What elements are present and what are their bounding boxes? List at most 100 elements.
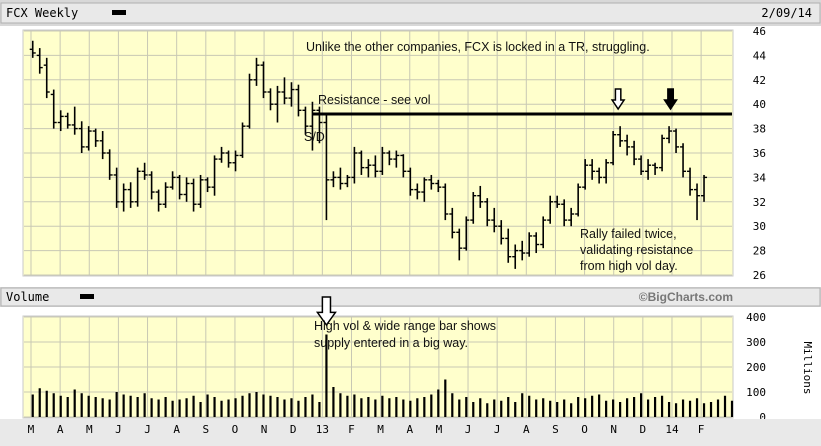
price-y-tick-label: 26 [753, 269, 766, 282]
ohlc-bar [694, 183, 701, 221]
ohlc-bar [232, 150, 239, 172]
ohlc-bar [253, 57, 260, 86]
ohlc-bar [582, 159, 589, 190]
price-y-tick-label: 42 [753, 74, 766, 87]
volume-y-tick-label: 200 [746, 361, 766, 374]
volume-note-line1: High vol & wide range bar shows [314, 319, 496, 333]
ohlc-bar [127, 182, 134, 208]
ohlc-bar [190, 178, 197, 212]
ohlc-bar [239, 122, 246, 158]
ohlc-bar [225, 150, 232, 168]
x-month-label: A [406, 423, 413, 436]
sd-label: S/D [304, 130, 325, 144]
x-month-label: J [465, 423, 472, 436]
ohlc-bar [183, 177, 190, 202]
ohlc-bar [337, 167, 344, 190]
ohlc-bar [435, 179, 442, 193]
x-month-label: N [261, 423, 268, 436]
ohlc-bar [148, 171, 155, 200]
ohlc-bar [134, 167, 141, 207]
x-month-label: A [57, 423, 64, 436]
ohlc-bar [547, 195, 554, 224]
x-month-label: F [348, 423, 355, 436]
ohlc-bar [568, 207, 575, 227]
x-month-label: A [523, 423, 530, 436]
ohlc-bar [344, 174, 351, 188]
ohlc-bar [176, 174, 183, 200]
price-y-tick-label: 32 [753, 196, 766, 209]
price-y-axis: 26 28 30 32 34 36 38 40 42 44 46 [753, 25, 767, 282]
price-y-tick-label: 40 [753, 98, 766, 111]
ohlc-bar [414, 183, 421, 200]
x-month-label: O [232, 423, 239, 436]
volume-gridlines [24, 316, 732, 418]
down-arrow-icon [663, 88, 678, 111]
title-dash-icon [112, 10, 126, 15]
ohlc-bar [92, 128, 99, 147]
ohlc-bar [29, 40, 36, 58]
ohlc-bar [274, 85, 281, 123]
ohlc-bar [302, 106, 309, 135]
ohlc-bar [519, 240, 526, 261]
ohlc-bar [645, 159, 652, 180]
ohlc-bar [652, 162, 659, 175]
ohlc-bar [659, 134, 666, 172]
volume-y-axis: 0 100 200 300 400 [746, 311, 766, 424]
ohlc-bar [449, 207, 456, 239]
volume-y-tick-label: 100 [746, 386, 766, 399]
ohlc-bar [365, 159, 372, 178]
ohlc-bar [246, 73, 253, 129]
price-y-tick-label: 38 [753, 123, 766, 136]
ohlc-bar [309, 101, 316, 151]
ohlc-bar [71, 106, 78, 135]
ohlc-bar [680, 143, 687, 178]
rally-note-line2: validating resistance [580, 243, 693, 257]
ohlc-bar [477, 185, 484, 208]
x-month-label: N [610, 423, 617, 436]
ohlc-bar [330, 171, 337, 188]
ohlc-bar [267, 88, 274, 111]
ohlc-bar [57, 110, 64, 132]
ohlc-bar [155, 189, 162, 212]
rally-arrows [610, 88, 678, 111]
ohlc-bar [36, 48, 43, 74]
volume-ylabel: Millions [801, 342, 814, 395]
ohlc-bar [603, 159, 610, 184]
x-month-label: M [377, 423, 384, 436]
price-header-inner [0, 2, 821, 24]
ohlc-bar [295, 84, 302, 117]
x-month-label: J [494, 423, 501, 436]
ohlc-bar [99, 131, 106, 160]
ohlc-bar [407, 167, 414, 196]
ohlc-bar [484, 198, 491, 227]
ohlc-bar [673, 128, 680, 153]
ohlc-bar [498, 220, 505, 245]
ohlc-bar [561, 199, 568, 227]
ohlc-bar [379, 146, 386, 175]
ohlc-bar [169, 171, 176, 190]
ohlc-bar [162, 182, 169, 208]
ohlc-bar [491, 207, 498, 233]
x-month-label: D [640, 423, 647, 436]
ohlc-bar [617, 126, 624, 147]
ohlc-bar [701, 174, 708, 202]
x-month-label: 13 [316, 423, 329, 436]
ohlc-bar [386, 150, 393, 166]
rally-note-line1: Rally failed twice, [580, 227, 677, 241]
x-month-label: F [698, 423, 705, 436]
ohlc-bar [218, 146, 225, 163]
ohlc-bar [631, 140, 638, 166]
chart-title: FCX Weekly [6, 6, 78, 20]
ohlc-bar [463, 216, 470, 251]
ohlc-bar [596, 167, 603, 184]
ohlc-bar [666, 126, 673, 144]
ohlc-bar [372, 155, 379, 178]
ohlc-bar [288, 82, 295, 107]
volume-spike-arrow [315, 296, 337, 327]
ohlc-bar [393, 150, 400, 168]
ohlc-bar [687, 167, 694, 196]
x-month-label: S [202, 423, 209, 436]
ohlc-bar [456, 228, 463, 261]
ohlc-bar [120, 183, 127, 212]
